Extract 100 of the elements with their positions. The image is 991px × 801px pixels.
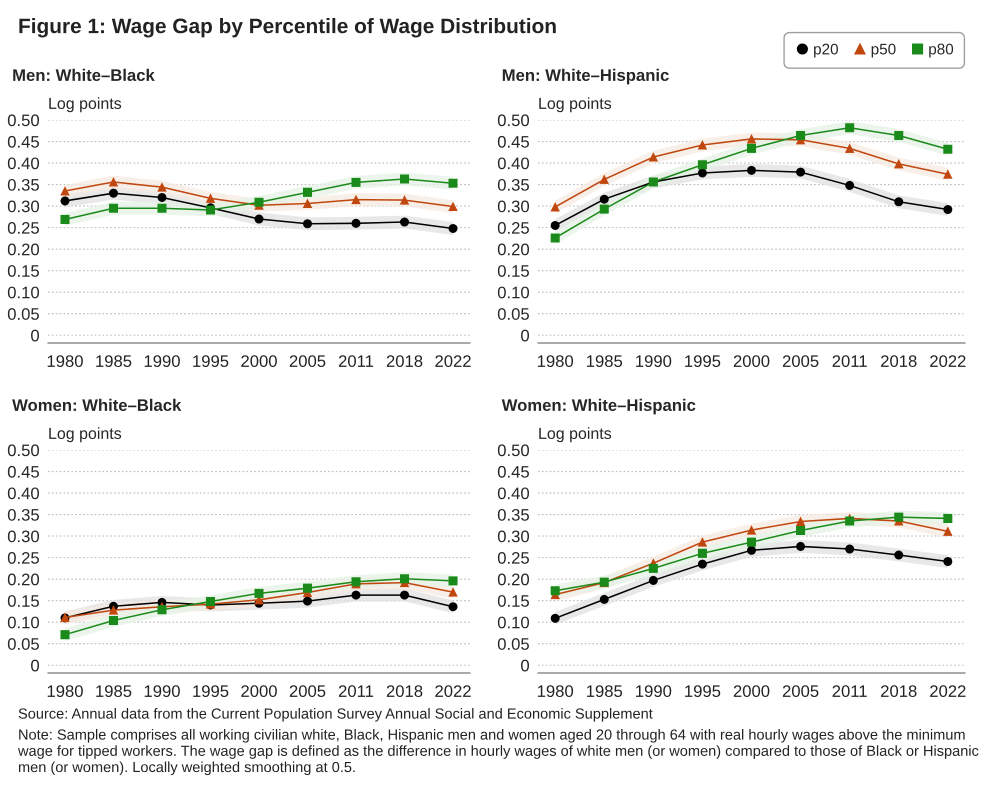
y-tick-label: 0.05 [498,638,529,650]
y-tick-label: 0.40 [8,157,40,170]
y-tick-label: 0.50 [8,444,40,456]
point [894,159,904,168]
y-tick-label: 0.40 [8,487,40,500]
y-tick-label: 0.10 [8,616,40,628]
point [448,576,458,586]
y-tick-label: 0.30 [498,200,530,212]
x-tick-label: 2018 [386,685,422,698]
source-note: Source: Annual data from the Current Population Survey Annual Social and Economic Supplement [18,708,653,722]
y-tick-label: 0.35 [8,178,39,191]
y-tick-label: 0 [521,660,530,672]
x-tick-label: 1985 [586,685,622,698]
legend-label: p50 [872,44,896,58]
point [943,170,952,179]
point [302,584,312,593]
point [550,220,560,230]
point [60,214,70,224]
point [600,594,609,604]
y-tick-label: 0.15 [498,265,529,277]
y-tick-label: 0.40 [498,157,530,170]
x-tick-label: 2018 [881,685,917,698]
point [351,178,361,187]
point [108,204,118,213]
point [60,630,70,640]
x-tick-label: 2018 [881,355,917,368]
point [796,516,806,526]
y-tick-label: 0 [31,330,40,342]
point [206,194,216,203]
point [400,590,410,600]
point [600,204,609,214]
x-tick-label: 1995 [193,685,228,698]
x-tick-label: 2011 [832,685,867,698]
point [550,202,560,212]
point [400,196,410,205]
x-tick-label: 2000 [734,685,770,698]
point [254,214,264,224]
x-tick-label: 2022 [435,355,471,368]
y-tick-label: 0.20 [498,244,530,256]
x-tick-label: 1980 [48,685,83,698]
x-tick-label: 1980 [538,355,574,368]
y-tick-label: 0.05 [8,308,39,320]
point [746,134,756,144]
point [400,574,410,584]
x-tick-label: 2005 [782,685,818,698]
y-tick-label: 0.50 [498,114,530,126]
point [796,130,806,140]
x-tick-label: 1980 [538,685,574,698]
x-tick-label: 1990 [144,355,180,368]
point [60,196,70,206]
point [157,605,167,614]
point [845,516,854,526]
y-tick-label: 0.50 [8,114,40,126]
x-tick-label: 1995 [685,685,720,698]
y-axis-title: Log points [49,427,122,442]
point [400,218,410,227]
x-tick-label: 2011 [338,355,374,368]
point [894,130,904,140]
point [698,160,707,170]
y-tick-label: 0.10 [498,616,530,628]
y-tick-label: 0.30 [498,530,530,542]
point [254,198,264,207]
point [943,514,952,523]
point [796,168,806,177]
y-tick-label: 0.40 [498,487,530,500]
point [698,560,707,569]
x-tick-label: 1985 [96,355,132,368]
point [108,616,118,625]
y-tick-label: 0 [31,660,40,672]
point [400,174,410,184]
y-tick-label: 0.45 [8,136,39,148]
point [845,544,854,554]
x-tick-label: 1980 [48,355,83,368]
point [157,204,167,213]
y-axis-title: Log points [49,97,122,112]
point [943,526,952,536]
x-tick-label: 2005 [290,685,326,698]
y-tick-label: 0.45 [8,466,39,478]
y-tick-label: 0.30 [8,530,40,542]
point [302,199,312,208]
y-tick-label: 0.05 [8,638,39,650]
point [746,546,756,555]
point [448,202,458,212]
y-tick-label: 0.05 [498,308,529,320]
x-tick-label: 1990 [636,355,672,368]
point [746,144,756,153]
point [448,178,458,188]
x-tick-label: 2018 [386,355,422,368]
point [448,224,458,234]
point [894,197,904,206]
y-axis-title: Log points [539,427,612,442]
point [351,195,361,204]
legend-label: p20 [814,44,838,58]
point [157,192,167,202]
point [550,233,560,242]
point [698,538,707,547]
point [943,144,952,154]
point [302,219,312,228]
y-tick-label: 0.45 [498,136,529,148]
point [600,194,609,204]
